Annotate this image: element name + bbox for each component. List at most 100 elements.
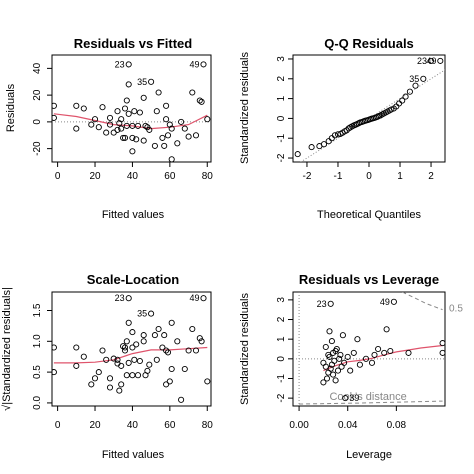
data-point — [153, 108, 160, 115]
point-label: 49 — [426, 56, 436, 66]
data-point — [405, 349, 412, 356]
data-point — [134, 122, 142, 129]
data-point — [151, 332, 158, 339]
data-point — [390, 298, 397, 305]
point-label: 23 — [115, 59, 125, 69]
data-point — [294, 151, 301, 158]
data-point — [330, 371, 337, 378]
data-point — [110, 355, 117, 362]
data-point — [116, 387, 123, 394]
data-point — [322, 343, 329, 351]
point-label: 23 — [115, 293, 125, 303]
y-tick-label: -20 — [32, 141, 43, 156]
y-tick-label: 1.0 — [32, 334, 43, 348]
data-point — [362, 355, 370, 362]
cooks-distance-upper — [402, 292, 443, 311]
y-tick-label: 0.5 — [32, 365, 43, 379]
x-tick-label: 0 — [366, 171, 372, 182]
data-point — [341, 359, 348, 366]
data-point — [106, 384, 114, 391]
x-tick-label: 2 — [428, 171, 434, 182]
data-point — [91, 375, 99, 382]
x-axis-label: Fitted values — [102, 449, 165, 461]
y-tick-label: 1 — [276, 95, 287, 101]
data-point — [185, 133, 192, 140]
plot-frame — [51, 54, 212, 163]
data-point — [52, 114, 57, 121]
x-tick-label: 20 — [89, 171, 101, 182]
y-tick-label: -1 — [276, 133, 287, 142]
data-point — [328, 135, 335, 142]
data-point — [334, 367, 342, 374]
data-point — [342, 395, 349, 402]
data-point — [322, 363, 329, 370]
data-point — [200, 295, 207, 302]
data-point — [185, 347, 192, 354]
data-point — [161, 142, 168, 149]
y-tick-label: 0 — [276, 115, 287, 121]
data-point — [192, 347, 200, 354]
y-tick-label: 0 — [276, 356, 287, 362]
data-point — [129, 344, 136, 351]
x-axis-label: Leverage — [346, 449, 392, 461]
data-point — [178, 396, 185, 403]
data-point — [368, 359, 376, 366]
data-point — [420, 75, 427, 82]
data-point — [133, 341, 140, 348]
data-point — [347, 367, 354, 374]
data-point — [200, 61, 207, 68]
data-point — [168, 319, 175, 326]
data-point — [371, 351, 378, 358]
y-tick-label: 2 — [276, 76, 287, 82]
data-point — [148, 310, 155, 317]
data-point — [166, 378, 173, 385]
data-point — [192, 132, 200, 139]
data-point — [153, 356, 160, 363]
data-point — [337, 351, 344, 358]
chart-title: Residuals vs Fitted — [74, 36, 193, 51]
point-label: 49 — [190, 59, 200, 69]
data-point — [161, 332, 168, 339]
data-point — [174, 338, 181, 345]
point-label: 39 — [349, 393, 359, 403]
data-point — [125, 61, 132, 68]
data-point — [140, 332, 147, 339]
y-tick-label: 3 — [276, 297, 287, 303]
data-point — [129, 329, 136, 336]
q-q-residuals-panel: Q-Q Residuals Theoretical Quantiles Standa… — [239, 36, 446, 221]
y-tick-label: 20 — [32, 89, 43, 101]
data-point — [164, 349, 172, 356]
data-point — [118, 362, 125, 369]
y-tick-label: -1 — [276, 374, 287, 383]
y-axis-label: Residuals — [5, 83, 17, 132]
data-point — [196, 97, 203, 104]
y-tick-label: 40 — [32, 62, 43, 74]
data-point — [148, 78, 155, 85]
x-tick-label: 1 — [397, 171, 403, 182]
data-point — [383, 326, 390, 333]
data-point — [163, 102, 170, 109]
data-point — [134, 372, 142, 379]
point-label: 23 — [317, 299, 327, 309]
data-point — [120, 134, 127, 141]
data-point — [437, 57, 444, 64]
data-point — [196, 335, 203, 342]
data-point — [136, 357, 143, 365]
data-point — [73, 362, 80, 369]
data-point — [204, 116, 211, 123]
data-point — [439, 340, 445, 347]
data-point — [204, 378, 211, 385]
y-tick-label: 0 — [32, 119, 43, 125]
point-label: 49 — [380, 297, 390, 307]
y-axis-label: Standardized residuals — [239, 293, 251, 405]
data-point — [427, 57, 435, 64]
data-point — [125, 319, 132, 326]
y-axis-label: √|Standardized residuals| — [1, 287, 13, 411]
x-tick-label: 60 — [164, 171, 176, 182]
data-point — [129, 372, 136, 379]
data-point — [159, 344, 166, 351]
y-tick-label: 0.0 — [32, 396, 43, 410]
data-point — [144, 367, 151, 374]
cooks-level-label: 0.5 — [449, 304, 463, 315]
